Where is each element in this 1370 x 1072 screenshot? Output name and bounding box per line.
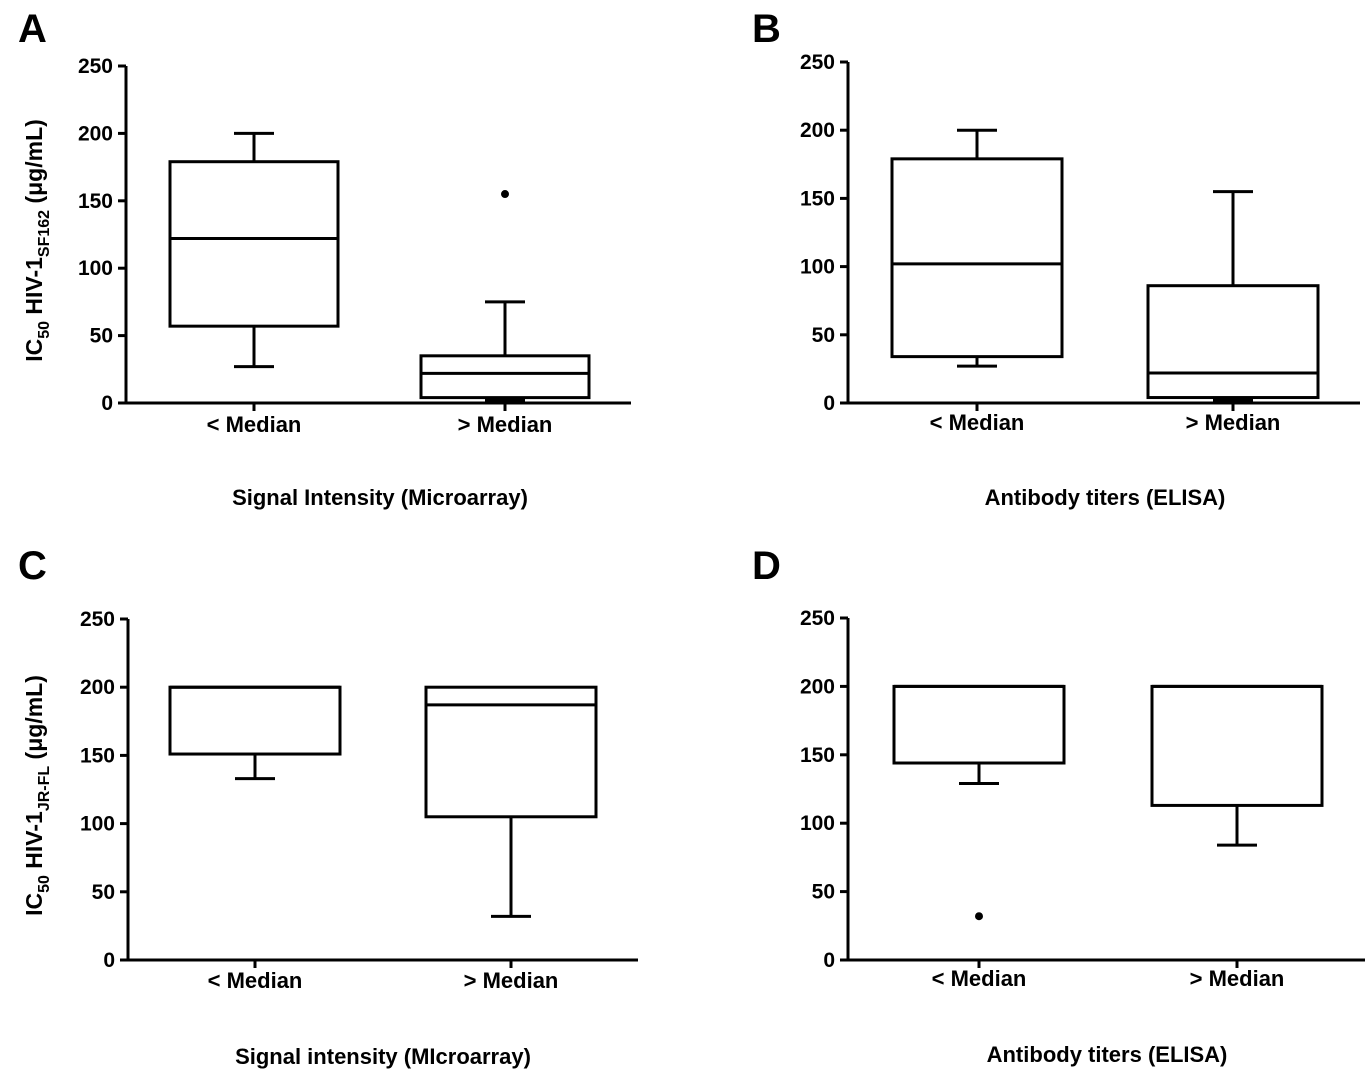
y-tick-label: 0 <box>101 392 113 415</box>
y-tick-label: 0 <box>823 949 835 972</box>
iqr-box <box>424 685 598 819</box>
y-tick-label: 150 <box>800 744 835 767</box>
y-axis-label-main-sub: SF162 <box>36 210 53 257</box>
y-tick-label: 100 <box>800 812 835 835</box>
y-axis-label-suffix: (μg/mL) <box>21 119 47 210</box>
panel-letter: A <box>18 7 47 51</box>
box-above-median <box>1150 684 1324 847</box>
y-tick-label: 150 <box>80 744 115 767</box>
y-tick-label: 250 <box>78 55 113 78</box>
y-axis-label-main-sub: JR-FL <box>36 766 53 812</box>
y-axis-label: IC50 HIV-1SF162 (μg/mL) <box>21 119 53 362</box>
y-axis-label-suffix: (μg/mL) <box>21 675 47 766</box>
x-axis-label: Signal Intensity (Microarray) <box>232 485 528 510</box>
category-label: > Median <box>1190 966 1285 991</box>
y-axis-label-prefix: IC <box>21 339 47 362</box>
y-tick-label: 100 <box>800 256 835 279</box>
panel-b: B 0 50 100 150 200 250 < Median > Median Antibody… <box>752 7 1360 510</box>
outlier-point <box>501 190 509 199</box>
y-tick-label: 0 <box>103 949 115 972</box>
box-below-median <box>168 131 340 369</box>
y-tick-label: 50 <box>92 881 115 904</box>
y-tick-label: 250 <box>800 51 835 74</box>
iqr-box <box>168 160 340 328</box>
box-below-median <box>168 685 342 781</box>
x-axis-label: Antibody titers (ELISA) <box>987 1042 1228 1067</box>
y-tick-label: 50 <box>90 325 113 348</box>
y-tick-label: 200 <box>800 675 835 698</box>
y-tick-label: 200 <box>80 676 115 699</box>
y-tick-label: 250 <box>80 608 115 631</box>
iqr-box <box>168 685 342 756</box>
x-axis-label: Antibody titers (ELISA) <box>985 485 1226 510</box>
y-axis-label-main: HIV-1 <box>21 811 47 875</box>
iqr-box <box>1150 684 1324 807</box>
y-tick-label: 100 <box>78 257 113 280</box>
y-tick-label: 200 <box>800 119 835 142</box>
iqr-box <box>890 157 1064 359</box>
category-label: > Median <box>464 968 559 993</box>
category-label: < Median <box>930 410 1025 435</box>
box-above-median <box>424 685 598 918</box>
y-tick-label: 150 <box>800 187 835 210</box>
panel-d: D 0 50 100 150 200 250 < Median > Median Antibody… <box>752 544 1365 1067</box>
y-axis-label-prefix-sub: 50 <box>36 875 53 893</box>
y-tick-label: 250 <box>800 607 835 630</box>
y-axis-label-main: HIV-1 <box>21 257 47 321</box>
y-tick-label: 0 <box>823 392 835 415</box>
y-tick-label: 100 <box>80 813 115 836</box>
category-label: > Median <box>458 412 553 437</box>
iqr-box <box>892 684 1066 765</box>
panel-letter: C <box>18 544 47 588</box>
box-below-median <box>890 128 1064 368</box>
panel-c: C 0 50 100 150 200 250 < Median > Median Signal i… <box>18 544 638 1069</box>
y-axis-label-prefix: IC <box>21 893 47 916</box>
category-label: < Median <box>207 412 302 437</box>
box-above-median <box>1146 190 1320 402</box>
y-tick-label: 200 <box>78 122 113 145</box>
iqr-box <box>1146 284 1320 400</box>
box-below-median <box>892 684 1066 921</box>
x-axis-label: Signal intensity (MIcroarray) <box>235 1044 531 1069</box>
iqr-box <box>419 354 591 400</box>
y-tick-label: 50 <box>812 881 835 904</box>
y-axis-label: IC50 HIV-1JR-FL (μg/mL) <box>21 675 53 916</box>
box-above-median <box>419 190 591 402</box>
panel-letter: B <box>752 7 781 51</box>
panel-a: A 0 50 100 150 200 250 < Median > Median Signal I… <box>18 7 631 510</box>
y-tick-label: 50 <box>812 324 835 347</box>
y-tick-label: 150 <box>78 190 113 213</box>
outlier-point <box>975 912 983 921</box>
panel-letter: D <box>752 544 781 588</box>
category-label: < Median <box>932 966 1027 991</box>
category-label: > Median <box>1186 410 1281 435</box>
category-label: < Median <box>208 968 303 993</box>
y-axis-label-prefix-sub: 50 <box>36 321 53 339</box>
